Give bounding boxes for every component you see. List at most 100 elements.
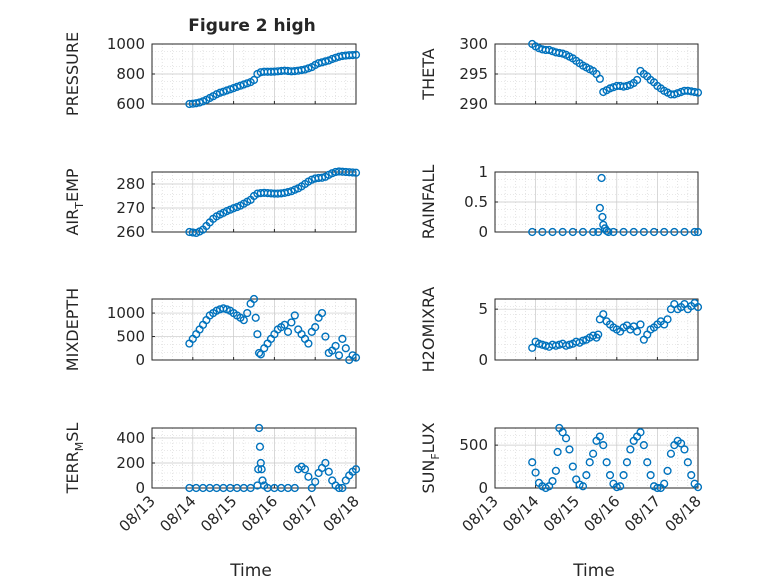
y-axis-label: RAINFALL bbox=[419, 165, 438, 240]
data-point bbox=[626, 445, 635, 454]
data-series bbox=[528, 298, 703, 352]
data-point bbox=[676, 439, 686, 448]
y-tick-label: 400 bbox=[116, 429, 145, 447]
x-tick-label: 08/17 bbox=[621, 492, 664, 535]
data-point bbox=[531, 468, 540, 477]
data-point bbox=[548, 227, 557, 237]
x-tick-label: 08/18 bbox=[662, 492, 705, 535]
y-tick-label: 0.5 bbox=[464, 193, 488, 211]
data-point bbox=[663, 315, 672, 324]
data-point bbox=[693, 483, 703, 492]
axes-box bbox=[494, 298, 699, 361]
data-point bbox=[348, 168, 357, 177]
data-point bbox=[693, 227, 703, 237]
data-point bbox=[338, 483, 347, 493]
data-point bbox=[304, 472, 313, 481]
data-point bbox=[636, 428, 645, 437]
data-point bbox=[690, 227, 699, 237]
data-point bbox=[605, 471, 615, 480]
y-tick-label: 0 bbox=[135, 351, 145, 369]
y-axis-label-part: TERR bbox=[63, 451, 82, 494]
x-axis-label-left: Time bbox=[229, 561, 272, 581]
data-point bbox=[311, 477, 320, 486]
y-tick-label: 500 bbox=[459, 436, 488, 454]
data-point bbox=[243, 308, 252, 318]
x-tick-label: 08/14 bbox=[499, 492, 542, 535]
data-point bbox=[351, 168, 361, 177]
data-point bbox=[338, 334, 347, 343]
data-point bbox=[597, 173, 606, 183]
data-point bbox=[643, 458, 652, 467]
y-axis-label: SUNFLUX bbox=[419, 422, 442, 493]
axes-box bbox=[151, 171, 357, 233]
data-series bbox=[185, 423, 361, 493]
data-point bbox=[670, 227, 679, 237]
data-point bbox=[304, 339, 313, 348]
y-axis-label-subscript: M bbox=[73, 442, 86, 452]
subplot-theta: 290 295 300 THETA bbox=[419, 35, 703, 113]
data-point bbox=[321, 332, 330, 341]
data-point bbox=[246, 483, 255, 493]
y-tick-label: 260 bbox=[116, 223, 145, 241]
data-point bbox=[249, 294, 259, 304]
y-tick-label: 1000 bbox=[107, 35, 145, 53]
data-point bbox=[255, 442, 265, 451]
data-point bbox=[348, 50, 357, 60]
data-point bbox=[598, 212, 607, 222]
y-axis-label-subscript: F bbox=[429, 453, 442, 459]
x-tick-label: 08/14 bbox=[156, 492, 199, 535]
data-point bbox=[693, 88, 703, 97]
data-series bbox=[528, 173, 703, 237]
x-tick-label: 08/15 bbox=[197, 492, 240, 535]
data-point bbox=[351, 465, 361, 474]
data-series bbox=[185, 167, 361, 238]
data-point bbox=[660, 479, 669, 488]
y-axis-label-part: LUX bbox=[419, 422, 438, 453]
data-point bbox=[287, 318, 296, 327]
data-point bbox=[582, 471, 591, 480]
y-axis-label: H2OMIXRA bbox=[419, 287, 438, 373]
data-point bbox=[321, 57, 330, 66]
y-tick-label: 0 bbox=[135, 479, 145, 497]
data-point bbox=[683, 458, 692, 467]
data-point bbox=[585, 458, 594, 467]
data-point bbox=[687, 471, 696, 480]
data-point bbox=[602, 458, 611, 467]
data-point bbox=[321, 458, 330, 468]
subplot-air-temp: 260 270 280 AIRTEMP bbox=[63, 167, 361, 241]
y-tick-label: 600 bbox=[116, 95, 145, 113]
data-point bbox=[307, 483, 316, 493]
y-axis-label-part: SUN bbox=[419, 460, 438, 494]
y-tick-label: 800 bbox=[116, 65, 145, 83]
data-point bbox=[565, 445, 574, 454]
data-point bbox=[595, 203, 604, 213]
data-point bbox=[649, 227, 659, 237]
data-point bbox=[693, 303, 703, 312]
data-point bbox=[589, 449, 598, 458]
x-tick-label: 08/16 bbox=[580, 492, 623, 535]
data-point bbox=[609, 227, 618, 237]
data-point bbox=[690, 87, 699, 97]
data-point bbox=[589, 227, 598, 237]
data-point bbox=[300, 465, 310, 474]
data-point bbox=[290, 311, 299, 320]
data-point bbox=[548, 477, 557, 486]
data-point bbox=[334, 351, 344, 360]
data-point bbox=[616, 482, 625, 491]
data-point bbox=[311, 323, 320, 332]
y-axis-label-part: AIR bbox=[63, 209, 82, 236]
data-point bbox=[629, 227, 638, 237]
subplot-pressure: 600 800 1000 PRESSURE bbox=[63, 32, 361, 116]
data-point bbox=[528, 458, 537, 467]
data-point bbox=[283, 188, 293, 197]
data-point bbox=[290, 483, 299, 493]
data-point bbox=[622, 458, 632, 467]
data-point bbox=[317, 308, 327, 318]
y-tick-label: 0 bbox=[478, 223, 488, 241]
data-point bbox=[660, 227, 669, 237]
x-axis-label-right: Time bbox=[572, 561, 615, 581]
x-tick-label: 08/15 bbox=[540, 492, 583, 535]
data-point bbox=[646, 471, 655, 480]
data-point bbox=[528, 227, 537, 237]
data-point bbox=[565, 340, 574, 349]
